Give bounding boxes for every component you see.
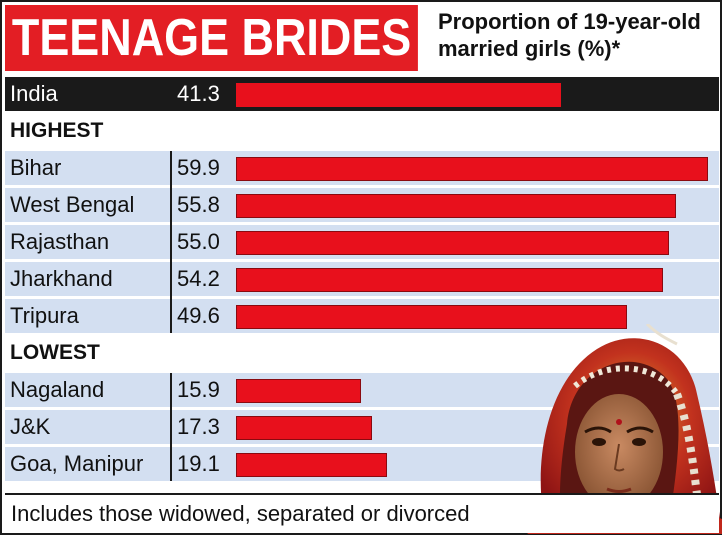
category-label: Jharkhand [10,266,113,291]
section-heading: LOWEST [10,341,100,364]
section-heading: HIGHEST [10,119,104,142]
category-label: India [10,81,58,106]
column-divider [170,373,172,481]
category-label: Tripura [10,303,79,328]
category-label: J&K [10,414,51,439]
bar-row: Jharkhand 54.2 [5,262,719,296]
bar-bihar [236,157,708,181]
bar-row: Bihar 59.9 [5,151,719,185]
bar-west-bengal [236,194,676,218]
value-label: 59.9 [177,155,220,180]
bar-row: Tripura 49.6 [5,299,719,333]
bar-row: Rajasthan 55.0 [5,225,719,259]
value-label: 49.6 [177,303,220,328]
bar-india [236,83,561,107]
column-divider [170,151,172,333]
bar-tripura [236,305,627,329]
bar-rajasthan [236,231,669,255]
value-label: 54.2 [177,266,220,291]
value-label: 19.1 [177,451,220,476]
category-label: Nagaland [10,377,105,402]
category-label: Goa, Manipur [10,451,144,476]
category-label: Rajasthan [10,229,110,254]
bar-goa-manipur [236,453,387,477]
value-label: 15.9 [177,377,220,402]
bar-row: West Bengal 55.8 [5,188,719,222]
value-label: 55.0 [177,229,220,254]
bar-j-k [236,416,372,440]
category-label: Bihar [10,155,62,180]
value-label: 17.3 [177,414,220,439]
bar-nagaland [236,379,361,403]
value-label: 41.3 [177,81,220,106]
footnote: Includes those widowed, separated or div… [5,493,719,533]
chart-subtitle: Proportion of 19-year-old married girls … [438,9,701,61]
chart-title: TEENAGE BRIDES [5,5,418,71]
category-label: West Bengal [10,192,135,217]
bar-row: India 41.3 [5,77,719,111]
bar-jharkhand [236,268,663,292]
value-label: 55.8 [177,192,220,217]
